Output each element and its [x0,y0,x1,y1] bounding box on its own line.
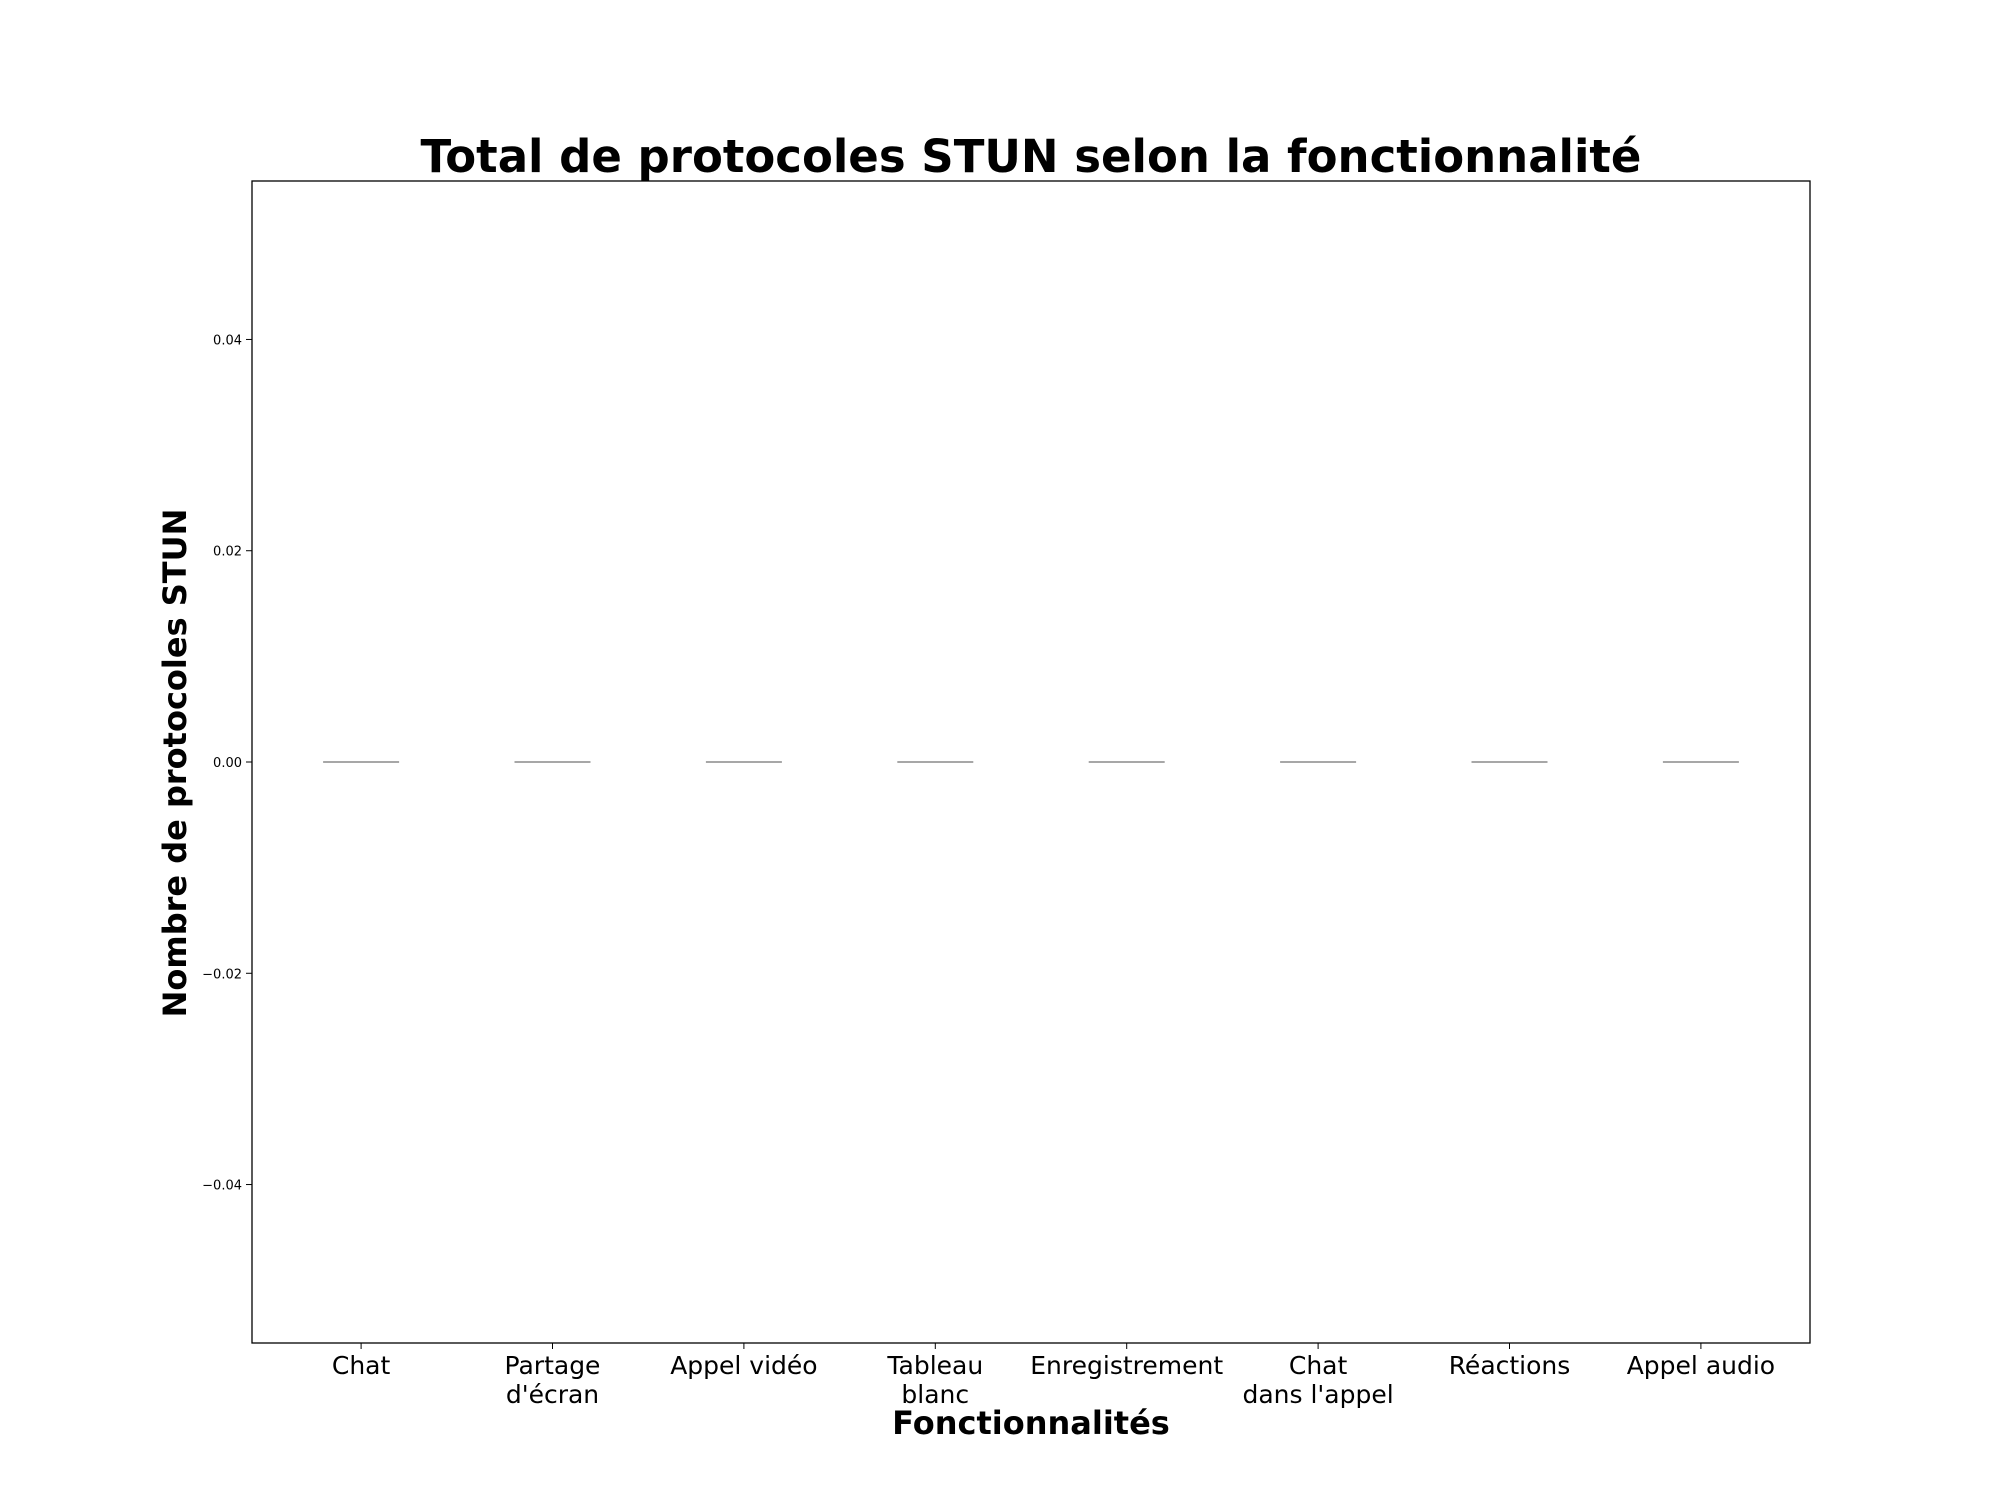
y-axis: −0.04 −0.02 0.00 0.02 0.04 [202,333,252,1194]
x-tick-label: Appel audio [1627,1351,1775,1380]
y-tick-label: −0.04 [202,1179,242,1194]
chart-title: Total de protocoles STUN selon la foncti… [421,130,1642,183]
y-tick-label: 0.02 [213,545,242,560]
y-axis-label: Nombre de protocoles STUN [156,509,194,1018]
x-axis-label: Fonctionnalités [892,1404,1170,1442]
plot-area [251,180,1811,1344]
x-tick-label: Réactions [1449,1351,1571,1380]
x-tick-label: Partage d'écran [505,1351,601,1409]
x-tick-label: Enregistrement [1030,1351,1223,1380]
x-tick-label: Chat [332,1351,391,1380]
y-tick-label: 0.00 [213,756,242,771]
plot-frame [251,180,1811,1344]
x-tick-label: Chat dans l'appel [1242,1351,1393,1409]
y-tick-label: −0.02 [202,967,242,982]
y-tick-label: 0.04 [213,333,242,348]
x-tick-label: Appel vidéo [670,1351,817,1380]
x-tick-label: Tableau blanc [886,1351,983,1409]
x-axis: Chat Partage d'écran Appel vidéo Tableau blan… [332,1343,1775,1409]
